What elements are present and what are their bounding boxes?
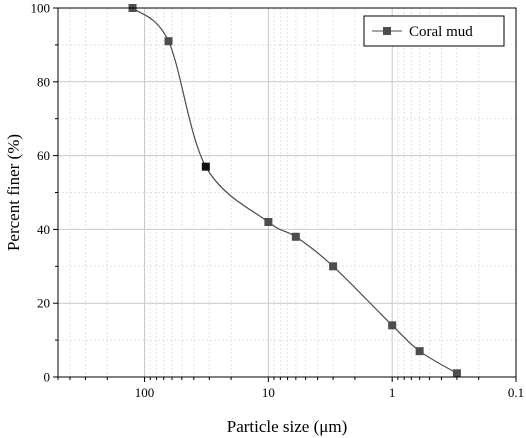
legend-marker [383,27,391,35]
x-tick-label: 0.1 [508,385,524,400]
data-point [164,37,173,46]
data-point [291,232,300,241]
x-tick-label: 1 [389,385,396,400]
y-tick-label: 100 [31,1,51,16]
legend-label: Coral mud [409,24,473,40]
y-tick-label: 40 [37,222,50,237]
y-tick-label: 20 [37,296,50,311]
axes: 0 20 40 60 80 100 100 10 1 0.1 [31,1,525,401]
data-point [388,321,397,330]
data-point [264,218,273,227]
x-axis-title: Particle size (μm) [227,417,348,436]
data-point [201,162,210,171]
y-axis-title: Percent finer (%) [4,134,23,251]
data-point [415,347,424,356]
data-point [452,369,461,378]
series-line-layer [132,7,458,374]
legend: Coral mud [363,15,505,47]
x-tick-label: 10 [262,385,275,400]
y-tick-label: 0 [44,370,51,385]
series-line-coral-mud [132,7,458,374]
data-point [329,262,338,271]
grid [58,8,516,377]
y-tick-label: 60 [37,148,50,163]
x-tick-label: 100 [135,385,155,400]
y-tick-label: 80 [37,74,50,89]
